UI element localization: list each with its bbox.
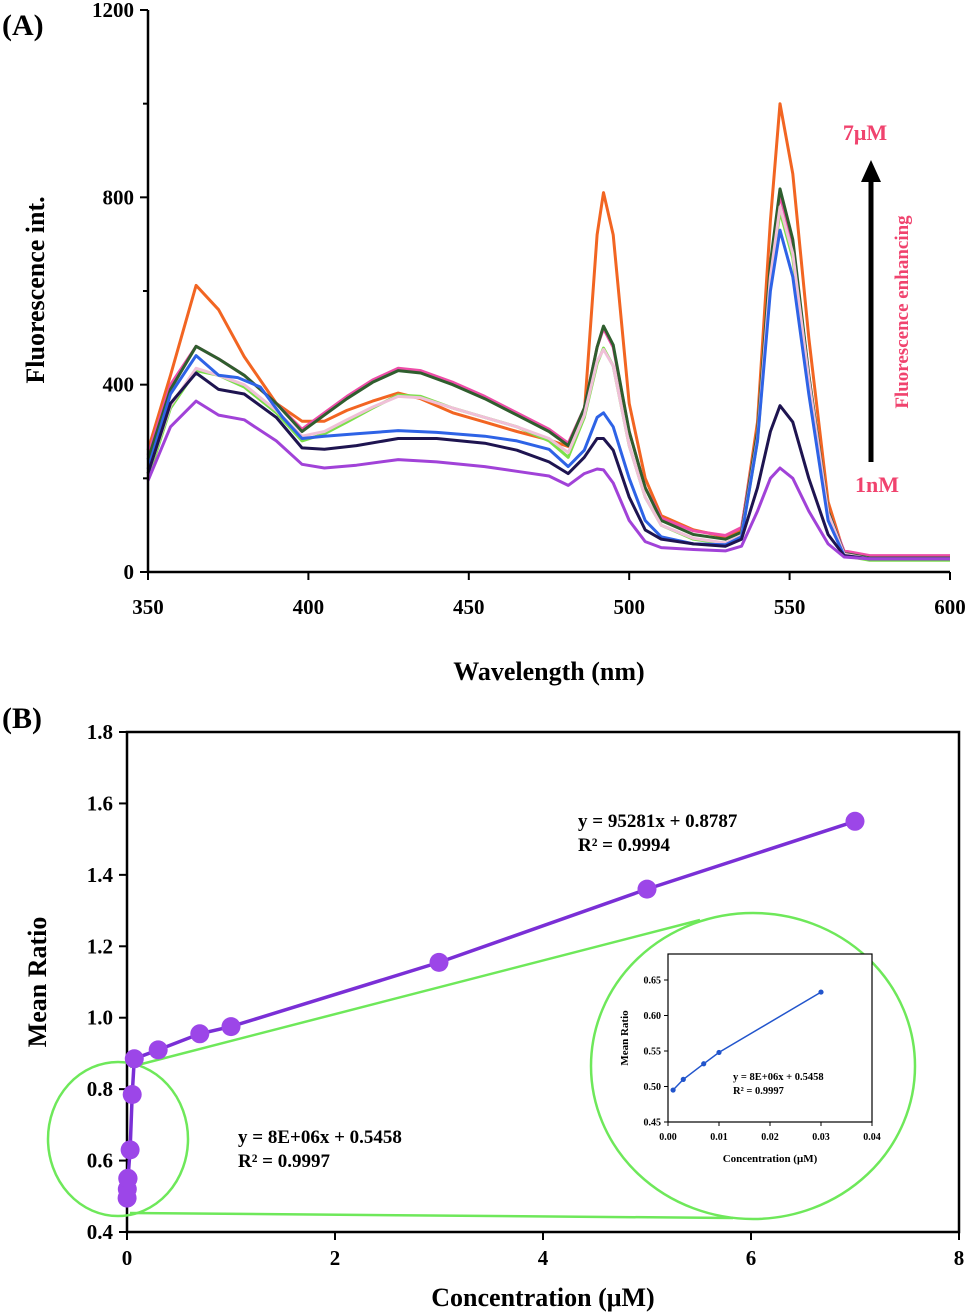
zoom-region-circle	[46, 1060, 190, 1218]
ratio-point	[637, 879, 657, 899]
panel-a-ticks: 350 400 450 500 550 600 0 400 800 1200	[92, 0, 966, 619]
inset-chart: 0.00 0.01 0.02 0.03 0.04 0.45 0.50 0.55 0.60 0.65…	[619, 953, 881, 1165]
y-tick-label: 0.6	[87, 1149, 113, 1173]
inset-x-tick-label: 0.03	[812, 1132, 830, 1143]
ratio-point	[845, 811, 865, 831]
zoom-connector-bottom	[129, 1211, 734, 1220]
spectrum-line-1	[146, 102, 950, 561]
y-tick-label: 400	[103, 373, 135, 397]
inset-frame	[667, 953, 873, 1123]
enhancing-arrow-head	[861, 160, 881, 182]
x-tick-label: 500	[613, 595, 645, 619]
spectrum-line-2	[146, 193, 950, 558]
panel-b-ticks: 0 2 4 6 8 0.4 0.6 0.8 1.0 1.2 1.4 1.6 1.8	[87, 720, 965, 1270]
y-tick-label: 1200	[92, 0, 134, 22]
panel-b-y-label: Mean Ratio	[23, 917, 52, 1048]
ratio-point	[120, 1140, 140, 1160]
y-tick-label: 0.8	[87, 1077, 113, 1101]
zoom-connector-top	[129, 918, 701, 1069]
ratio-point	[118, 1168, 138, 1188]
equation-main-line1: y = 95281x + 0.8787	[578, 811, 738, 832]
inset-y-tick-label: 0.65	[644, 976, 662, 987]
inset-equation-line1: y = 8E+06x + 0.5458	[733, 1072, 824, 1083]
panel-a-label: (A)	[2, 9, 44, 42]
inset-x-label: Concentration (μM)	[723, 1153, 818, 1165]
y-tick-label: 1.2	[87, 934, 113, 958]
y-tick-label: 0.4	[87, 1220, 114, 1244]
x-tick-label: 400	[293, 595, 325, 619]
x-tick-label: 2	[330, 1246, 341, 1270]
inset-x-tick-label: 0.00	[659, 1132, 677, 1143]
ratio-point	[221, 1017, 241, 1037]
ratio-point	[124, 1049, 144, 1069]
x-tick-label: 550	[774, 595, 806, 619]
equation-low-line2: R² = 0.9997	[238, 1151, 330, 1172]
spectrum-line-7	[146, 371, 950, 561]
x-tick-label: 0	[122, 1246, 133, 1270]
equation-low-line1: y = 8E+06x + 0.5458	[238, 1127, 402, 1148]
inset-y-tick-label: 0.50	[644, 1082, 662, 1093]
inset-y-tick-label: 0.55	[644, 1047, 662, 1058]
y-tick-label: 1.0	[87, 1006, 113, 1030]
inset-x-tick-label: 0.01	[710, 1132, 728, 1143]
x-tick-label: 8	[954, 1246, 965, 1270]
inset-x-tick-label: 0.02	[761, 1132, 779, 1143]
inset-y-label: Mean Ratio	[619, 1010, 631, 1066]
inset-point	[670, 1087, 676, 1093]
spectrum-line-3	[146, 187, 950, 560]
y-tick-label: 0	[124, 560, 135, 584]
zoom-inset-circle	[589, 911, 917, 1221]
spectrum-line-6	[146, 228, 950, 561]
annotation-1nm: 1nM	[855, 472, 899, 497]
panel-a-series	[146, 102, 950, 562]
spectrum-line-8	[146, 399, 950, 561]
inset-y-tick-label: 0.45	[644, 1118, 662, 1129]
y-tick-label: 800	[103, 185, 135, 209]
y-tick-label: 1.6	[87, 791, 113, 815]
inset-x-tick-label: 0.04	[863, 1132, 881, 1143]
inset-series	[670, 989, 824, 1093]
x-tick-label: 350	[132, 595, 164, 619]
panel-b-label: (B)	[2, 702, 42, 735]
annotation-fluorescence-enhancing: Fluorescence enhancing	[892, 215, 913, 409]
inset-equation-line2: R² = 0.9997	[733, 1086, 784, 1097]
inset-point	[818, 989, 824, 995]
inset-point	[701, 1061, 707, 1067]
inset-y-tick-label: 0.60	[644, 1011, 662, 1022]
ratio-point	[148, 1040, 168, 1060]
panel-a: (A) 350 400 450 500 550 600 0 400 800 1200 Wavele…	[2, 0, 966, 686]
panel-a-y-label: Fluorescence int.	[21, 196, 50, 383]
x-tick-label: 600	[934, 595, 966, 619]
y-tick-label: 1.4	[87, 863, 114, 887]
x-tick-label: 6	[746, 1246, 757, 1270]
ratio-point	[190, 1024, 210, 1044]
panel-b-series	[117, 811, 865, 1208]
panel-a-annotation: 7μM 1nM Fluorescence enhancing	[843, 120, 913, 497]
x-tick-label: 4	[538, 1246, 549, 1270]
panel-b-x-label: Concentration (μM)	[431, 1283, 654, 1312]
inset-ticks: 0.00 0.01 0.02 0.03 0.04 0.45 0.50 0.55 0.60 0.65	[644, 976, 881, 1144]
inset-point	[680, 1076, 686, 1082]
annotation-7um: 7μM	[843, 120, 887, 145]
panel-a-x-label: Wavelength (nm)	[453, 657, 644, 686]
inset-point	[716, 1049, 722, 1056]
ratio-point	[429, 952, 449, 972]
x-tick-label: 450	[453, 595, 485, 619]
y-tick-label: 1.8	[87, 720, 113, 744]
ratio-point	[122, 1085, 142, 1104]
panel-b: (B) 0 2 4 6 8 0.4 0.6 0.8 1.0 1.2 1.4 1.6 1.8 y = 95…	[2, 702, 964, 1312]
equation-main-line2: R² = 0.9994	[578, 835, 670, 856]
